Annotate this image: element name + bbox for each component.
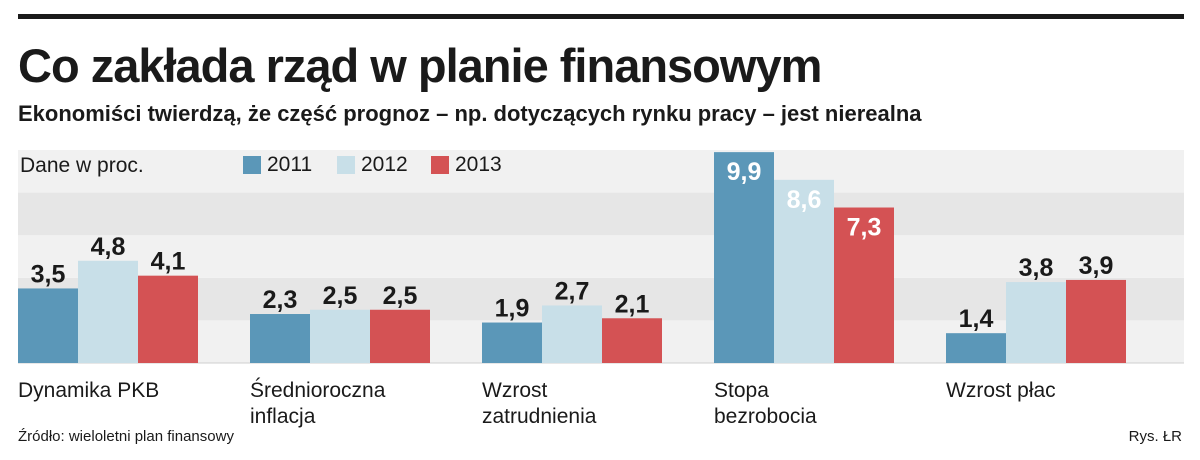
category-label-2-line-2: inflacja <box>250 405 316 428</box>
unit-label: Dane w proc. <box>20 154 144 177</box>
data-label-2011-3: 1,9 <box>495 295 530 323</box>
data-label-2012-3: 2,7 <box>555 277 590 305</box>
chart-subtitle: Ekonomiści twierdzą, że część prognoz – … <box>18 101 922 126</box>
data-label-2013-5: 3,9 <box>1079 252 1114 280</box>
bar-2011-4 <box>714 152 774 363</box>
legend-label-2013: 2013 <box>455 153 502 176</box>
bar-2011-3 <box>482 322 542 363</box>
legend-item-2013: 2013 <box>431 150 502 180</box>
data-label-2013-2: 2,5 <box>383 282 418 310</box>
data-label-2011-5: 1,4 <box>959 305 994 333</box>
legend-label-2011: 2011 <box>267 153 313 176</box>
bar-2012-3 <box>542 305 602 363</box>
data-label-2013-1: 4,1 <box>151 248 186 276</box>
legend-item-2011: 2011 <box>243 150 312 180</box>
bar-2013-3 <box>602 318 662 363</box>
bar-2011-5 <box>946 333 1006 363</box>
bar-2013-4 <box>834 207 894 363</box>
bar-2012-1 <box>78 260 138 363</box>
category-label-2-line-1: Średnioroczna <box>250 378 386 402</box>
credit-note: Rys. ŁR <box>1128 428 1182 445</box>
data-label-2012-4: 8,6 <box>787 186 822 214</box>
data-label-2012-2: 2,5 <box>323 282 358 310</box>
bar-2011-2 <box>250 314 310 363</box>
data-label-2012-5: 3,8 <box>1019 254 1054 282</box>
top-rule <box>18 14 1184 19</box>
legend-label-2012: 2012 <box>361 153 408 176</box>
bar-2012-5 <box>1006 282 1066 363</box>
legend-swatch-2011 <box>243 156 261 174</box>
category-label-5: Wzrost płac <box>946 379 1056 402</box>
bar-2013-1 <box>138 275 198 363</box>
bar-2011-1 <box>18 288 78 363</box>
legend-swatch-2012 <box>337 156 355 174</box>
category-label-1: Dynamika PKB <box>18 379 159 402</box>
category-label-3-line-2: zatrudnienia <box>482 405 597 428</box>
category-label-4-line-1: Stopa <box>714 379 769 402</box>
grid-band <box>18 192 1184 236</box>
category-label-4-line-2: bezrobocia <box>714 405 817 428</box>
category-label-3-line-1: Wzrost <box>482 379 547 402</box>
grid-band <box>18 150 1184 193</box>
grid-band <box>18 235 1184 278</box>
bar-2012-4 <box>774 179 834 363</box>
data-label-2011-1: 3,5 <box>31 260 66 288</box>
legend-item-2012: 2012 <box>337 150 408 180</box>
chart-title: Co zakłada rząd w planie finansowym <box>18 39 822 92</box>
bar-2013-5 <box>1066 279 1126 363</box>
bar-2012-2 <box>310 309 370 363</box>
source-note: Źródło: wieloletni plan finansowy <box>18 428 234 445</box>
bar-2013-2 <box>370 309 430 363</box>
data-label-2011-4: 9,9 <box>727 158 762 186</box>
data-label-2012-1: 4,8 <box>91 233 126 261</box>
data-label-2013-3: 2,1 <box>615 290 650 318</box>
legend-swatch-2013 <box>431 156 449 174</box>
data-label-2013-4: 7,3 <box>847 214 882 242</box>
data-label-2011-2: 2,3 <box>263 286 298 314</box>
